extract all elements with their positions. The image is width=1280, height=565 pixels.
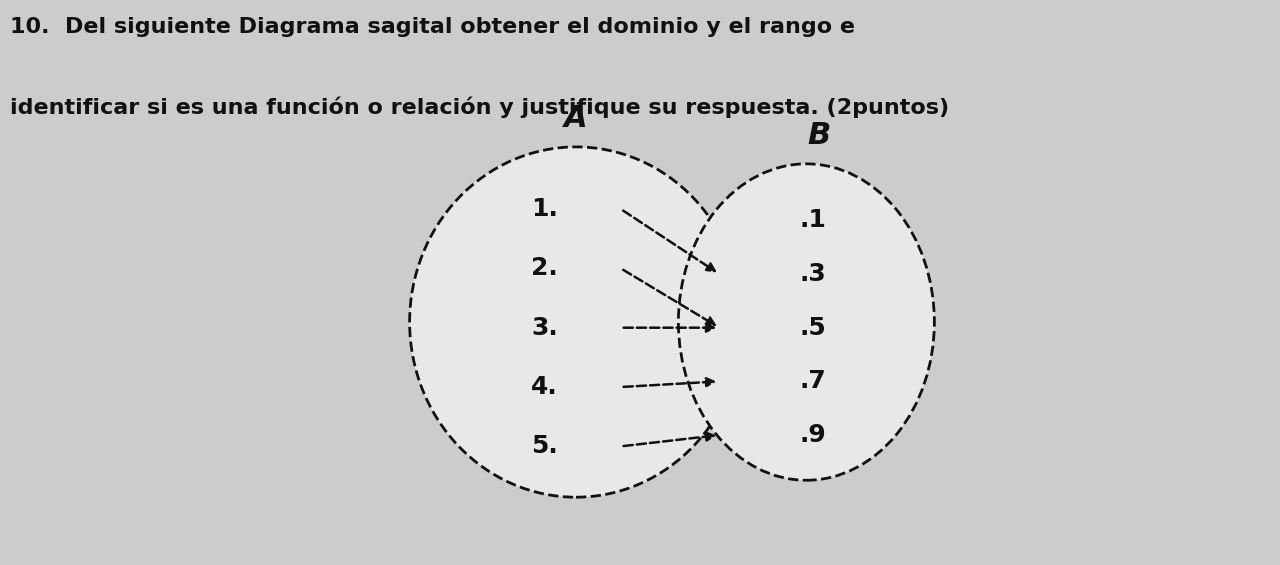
Text: identificar si es una función o relación y justifique su respuesta. (2puntos): identificar si es una función o relación… (10, 96, 950, 118)
Text: 2.: 2. (531, 257, 558, 280)
Text: .3: .3 (800, 262, 827, 286)
Text: 3.: 3. (531, 316, 558, 340)
Ellipse shape (678, 164, 934, 480)
Text: 1.: 1. (531, 197, 558, 221)
Text: B: B (808, 121, 831, 150)
Text: 10.  Del siguiente Diagrama sagital obtener el dominio y el rango e: 10. Del siguiente Diagrama sagital obten… (10, 17, 855, 37)
Text: .7: .7 (800, 370, 827, 393)
Text: 5.: 5. (531, 434, 558, 458)
Text: .1: .1 (800, 208, 827, 232)
Text: 4.: 4. (531, 375, 558, 399)
Text: .9: .9 (800, 423, 827, 447)
Ellipse shape (410, 147, 742, 497)
Text: A: A (564, 104, 588, 133)
Text: .5: .5 (800, 316, 827, 340)
